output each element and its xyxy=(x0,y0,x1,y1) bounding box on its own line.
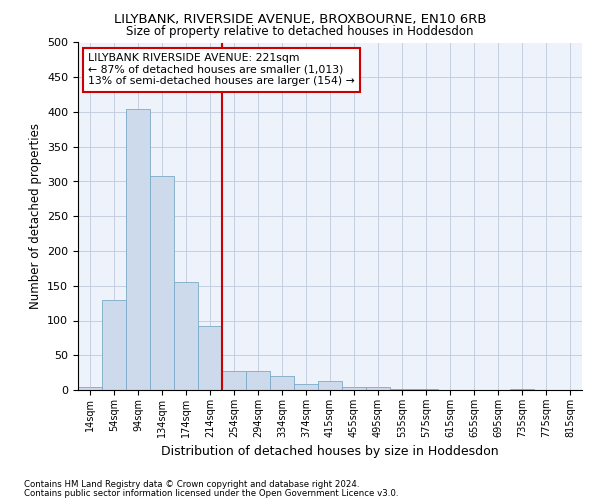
X-axis label: Distribution of detached houses by size in Hoddesdon: Distribution of detached houses by size … xyxy=(161,446,499,458)
Bar xyxy=(270,376,294,390)
Bar xyxy=(222,370,246,390)
Bar xyxy=(198,326,222,390)
Text: LILYBANK RIVERSIDE AVENUE: 221sqm
← 87% of detached houses are smaller (1,013)
1: LILYBANK RIVERSIDE AVENUE: 221sqm ← 87% … xyxy=(88,53,355,86)
Bar xyxy=(246,370,270,390)
Text: Contains HM Land Registry data © Crown copyright and database right 2024.: Contains HM Land Registry data © Crown c… xyxy=(24,480,359,489)
Bar xyxy=(150,176,174,390)
Bar xyxy=(174,282,198,390)
Bar xyxy=(294,384,318,390)
Bar xyxy=(126,108,150,390)
Text: Contains public sector information licensed under the Open Government Licence v3: Contains public sector information licen… xyxy=(24,489,398,498)
Bar xyxy=(366,386,390,390)
Bar xyxy=(390,388,414,390)
Bar xyxy=(318,381,342,390)
Text: Size of property relative to detached houses in Hoddesdon: Size of property relative to detached ho… xyxy=(126,25,474,38)
Bar xyxy=(78,386,102,390)
Text: LILYBANK, RIVERSIDE AVENUE, BROXBOURNE, EN10 6RB: LILYBANK, RIVERSIDE AVENUE, BROXBOURNE, … xyxy=(114,12,486,26)
Bar xyxy=(342,386,366,390)
Y-axis label: Number of detached properties: Number of detached properties xyxy=(29,123,41,309)
Bar xyxy=(102,300,126,390)
